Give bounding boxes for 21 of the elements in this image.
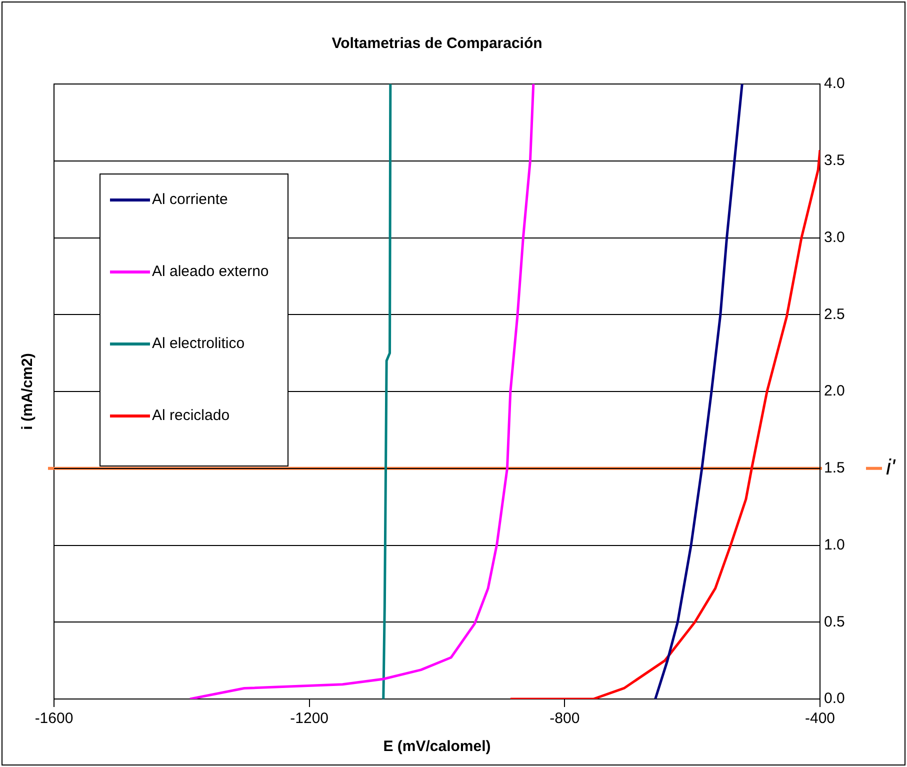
x-axis-title: E (mV/calomel) — [383, 738, 491, 756]
y-tick-label: 1.5 — [824, 460, 845, 477]
legend-label: Al aleado externo — [152, 263, 269, 280]
y-tick-label: 0.0 — [824, 690, 845, 708]
x-tick-label: -1600 — [34, 710, 74, 728]
chart-title: Voltametrias de Comparación — [332, 35, 542, 52]
y-axis-title: i (mA/cm2) — [19, 353, 36, 430]
y-tick-label: 2.5 — [824, 306, 845, 323]
y-tick-label: 1.0 — [824, 536, 845, 554]
x-tick-label: -400 — [804, 710, 836, 728]
legend-label: Al corriente — [152, 191, 228, 208]
y-tick-label: 3.0 — [824, 228, 845, 246]
ref-line-label: i' — [886, 454, 896, 480]
y-tick-label: 0.5 — [824, 613, 845, 630]
x-tick-label: -1200 — [290, 710, 329, 728]
legend-label: Al electrolitico — [152, 335, 245, 352]
y-tick-label: 3.5 — [824, 152, 845, 170]
x-tick-label: -800 — [550, 710, 580, 728]
legend-label: Al reciclado — [152, 407, 230, 424]
y-tick-label: 2.0 — [824, 382, 845, 400]
y-tick-label: 4.0 — [824, 75, 845, 92]
